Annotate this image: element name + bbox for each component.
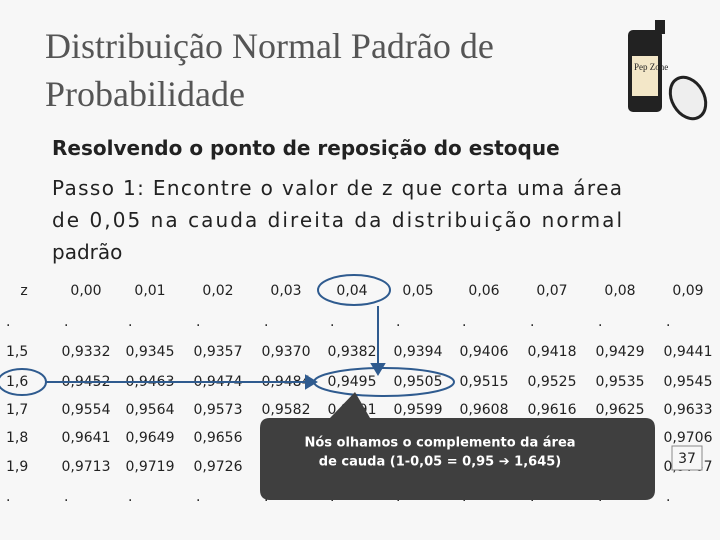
table-cell: 0,9608 <box>460 402 509 418</box>
table-header-cell: 0,01 <box>134 283 165 299</box>
table-cell: . <box>330 314 334 330</box>
paragraph-line: de 0,05 na cauda direita da distribuição… <box>52 208 622 232</box>
table-cell: 0,9564 <box>126 402 175 418</box>
logo-text: Pep Zone <box>634 62 668 72</box>
callout-box <box>260 392 655 500</box>
table-header-cell: 0,09 <box>672 283 703 299</box>
table-cell: 0,9656 <box>194 430 243 446</box>
page-number-box <box>671 445 703 471</box>
table-header-cell: 0,03 <box>270 283 301 299</box>
table-cell: . <box>598 314 602 330</box>
paragraph-line: Passo 1: Encontre o valor de z que corta… <box>52 176 622 200</box>
table-cell: . <box>462 314 466 330</box>
table-header-cell: 0,05 <box>402 283 433 299</box>
table-cell: 0,9706 <box>664 430 713 446</box>
table-cell: 0,9418 <box>528 344 577 360</box>
row-label: 1,8 <box>6 430 28 446</box>
row-label: 1,9 <box>6 459 28 475</box>
table-cell: 0,9515 <box>460 374 509 390</box>
callout-line: Nós olhamos o complemento da área <box>304 436 575 451</box>
table-cell: 0,9394 <box>394 344 443 360</box>
table-cell: . <box>128 314 132 330</box>
table-cell: 0,9582 <box>262 402 311 418</box>
title-line: Probabilidade <box>45 74 245 114</box>
highlights <box>0 274 455 397</box>
row-label: 1,5 <box>6 344 28 360</box>
table-header-cell: 0,07 <box>536 283 567 299</box>
table-cell: 0,9382 <box>328 344 377 360</box>
logo: Pep Zone <box>628 20 708 121</box>
table-cell: . <box>666 489 670 505</box>
table-header-cell: 0,08 <box>604 283 635 299</box>
row-label: . <box>6 314 10 330</box>
table-cell: 0,9726 <box>194 459 243 475</box>
row-label: 1,6 <box>6 374 28 390</box>
table-cell: 0,9429 <box>596 344 645 360</box>
bottle-cap <box>655 20 665 34</box>
arrowhead <box>305 374 318 390</box>
table-cell: 0,9332 <box>62 344 111 360</box>
table-header-cell: z <box>20 283 27 299</box>
table-cell: 0,9573 <box>194 402 243 418</box>
table-cell: 0,9625 <box>596 402 645 418</box>
table-cell: 0,9357 <box>194 344 243 360</box>
table-header-cell: 0,02 <box>202 283 233 299</box>
table-cell: 0,9616 <box>528 402 577 418</box>
title-line: Distribuição Normal Padrão de <box>45 26 494 66</box>
table-cell: 0,9545 <box>664 374 713 390</box>
table-cell: . <box>64 314 68 330</box>
table-cell: . <box>264 314 268 330</box>
arrowhead <box>370 363 386 376</box>
table-cell: . <box>396 314 400 330</box>
table-cell: 0,9535 <box>596 374 645 390</box>
table-cell: 0,9441 <box>664 344 713 360</box>
table-header-cell: 0,06 <box>468 283 499 299</box>
table-cell: 0,9719 <box>126 459 175 475</box>
heading: Resolvendo o ponto de reposição do estoq… <box>52 136 560 160</box>
bottle-label <box>632 56 658 96</box>
table-cell: . <box>64 489 68 505</box>
table-cell: 0,9345 <box>126 344 175 360</box>
row-label: 1,7 <box>6 402 28 418</box>
table-cell: 0,9554 <box>62 402 111 418</box>
table-cell: . <box>128 489 132 505</box>
table-cell: . <box>666 314 670 330</box>
row-label: . <box>6 489 10 505</box>
table-cell: 0,9495 <box>328 374 377 390</box>
table-cell: . <box>196 314 200 330</box>
table-cell: . <box>530 314 534 330</box>
callout-line: de cauda (1-0,05 = 0,95 ➔ 1,645) <box>319 455 561 470</box>
paragraph-line: padrão <box>52 240 122 264</box>
table-cell: 0,9525 <box>528 374 577 390</box>
table-cell: 0,9406 <box>460 344 509 360</box>
table-cell: 0,9641 <box>62 430 111 446</box>
page-number: 37 <box>678 451 696 467</box>
table-cell: 0,9649 <box>126 430 175 446</box>
table-cell: 0,9370 <box>262 344 311 360</box>
oil-filter <box>668 75 708 121</box>
table-cell: . <box>196 489 200 505</box>
table-cell: 0,9633 <box>664 402 713 418</box>
table-header-cell: 0,04 <box>336 283 367 299</box>
table-cell: 0,9505 <box>394 374 443 390</box>
table-cell: 0,9713 <box>62 459 111 475</box>
highlight-circle <box>317 274 391 306</box>
table-header-cell: 0,00 <box>70 283 101 299</box>
table-cell: 0,9599 <box>394 402 443 418</box>
